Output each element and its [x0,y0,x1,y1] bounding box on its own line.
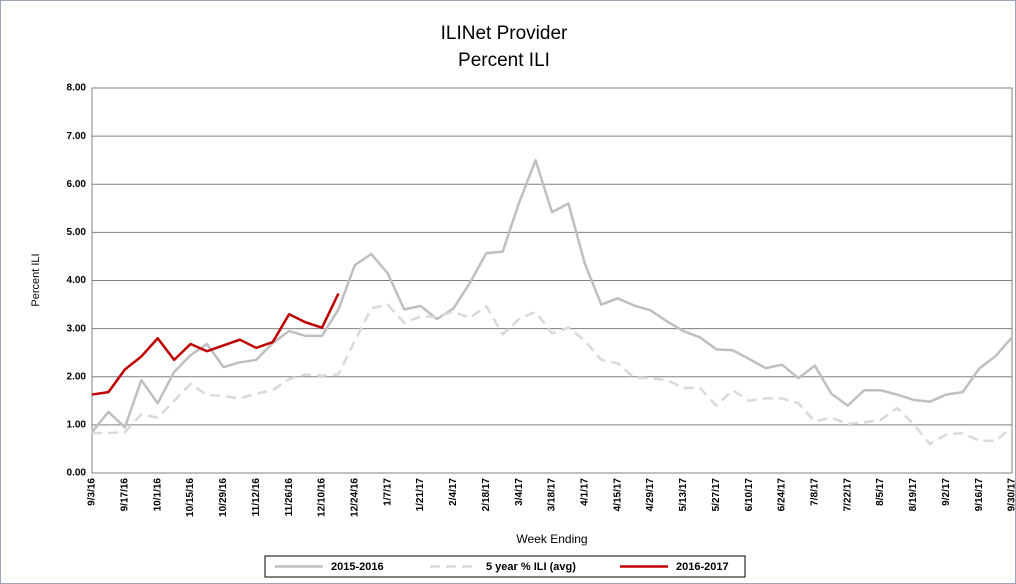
x-tick-label: 11/26/16 [284,478,295,517]
y-tick-label: 8.00 [67,83,87,94]
chart-subtitle: Percent ILI [458,50,550,71]
y-tick-label: 4.00 [67,275,87,286]
series-line [92,303,1013,446]
x-tick-label: 5/27/17 [711,478,722,512]
x-tick-label: 9/2/17 [941,478,952,506]
y-tick-label: 1.00 [67,420,87,431]
x-tick-label: 10/29/16 [218,478,229,517]
series-line [91,292,340,396]
y-tick-label: 7.00 [67,131,87,142]
x-tick-label: 8/5/17 [875,478,886,506]
y-axis-label: Percent ILI [30,253,42,306]
x-tick-label: 1/21/17 [415,478,426,512]
x-tick-label: 7/22/17 [842,478,853,512]
x-tick-label: 10/1/16 [152,478,163,512]
y-tick-label: 3.00 [67,323,87,334]
x-tick-label: 7/8/17 [809,478,820,506]
legend-box [264,555,746,578]
x-tick-label: 9/3/16 [87,478,98,506]
legend-label: 5 year % ILI (avg) [486,561,576,573]
chart-title: ILINet Provider [441,23,568,44]
x-tick-label: 3/4/17 [514,478,525,506]
series-line [91,158,1013,433]
legend-label: 2016-2017 [676,561,729,573]
x-tick-label: 2/18/17 [481,478,492,512]
x-axis-label: Week Ending [516,532,587,546]
x-tick-label: 2/4/17 [448,478,459,506]
x-tick-label: 8/19/17 [908,478,919,512]
x-tick-label: 3/18/17 [547,478,558,512]
y-tick-label: 5.00 [67,227,87,238]
x-tick-label: 9/16/17 [974,478,985,512]
x-tick-label: 12/10/16 [317,478,328,517]
x-tick-label: 11/12/16 [251,478,262,517]
legend-label: 2015-2016 [331,561,384,573]
x-tick-label: 10/15/16 [185,478,196,517]
x-tick-label: 12/24/16 [349,478,360,517]
y-tick-label: 0.00 [67,468,87,479]
x-tick-label: 9/17/16 [119,478,130,512]
x-tick-label: 6/24/17 [777,478,788,512]
x-tick-label: 4/15/17 [612,478,623,512]
x-tick-label: 4/1/17 [579,478,590,506]
x-tick-label: 1/7/17 [382,478,393,506]
y-tick-label: 2.00 [67,371,87,382]
x-tick-label: 5/13/17 [678,478,689,512]
x-tick-label: 9/30/17 [1007,478,1016,512]
x-tick-label: 6/10/17 [744,478,755,512]
y-tick-label: 6.00 [67,179,87,190]
x-tick-label: 4/29/17 [645,478,656,512]
